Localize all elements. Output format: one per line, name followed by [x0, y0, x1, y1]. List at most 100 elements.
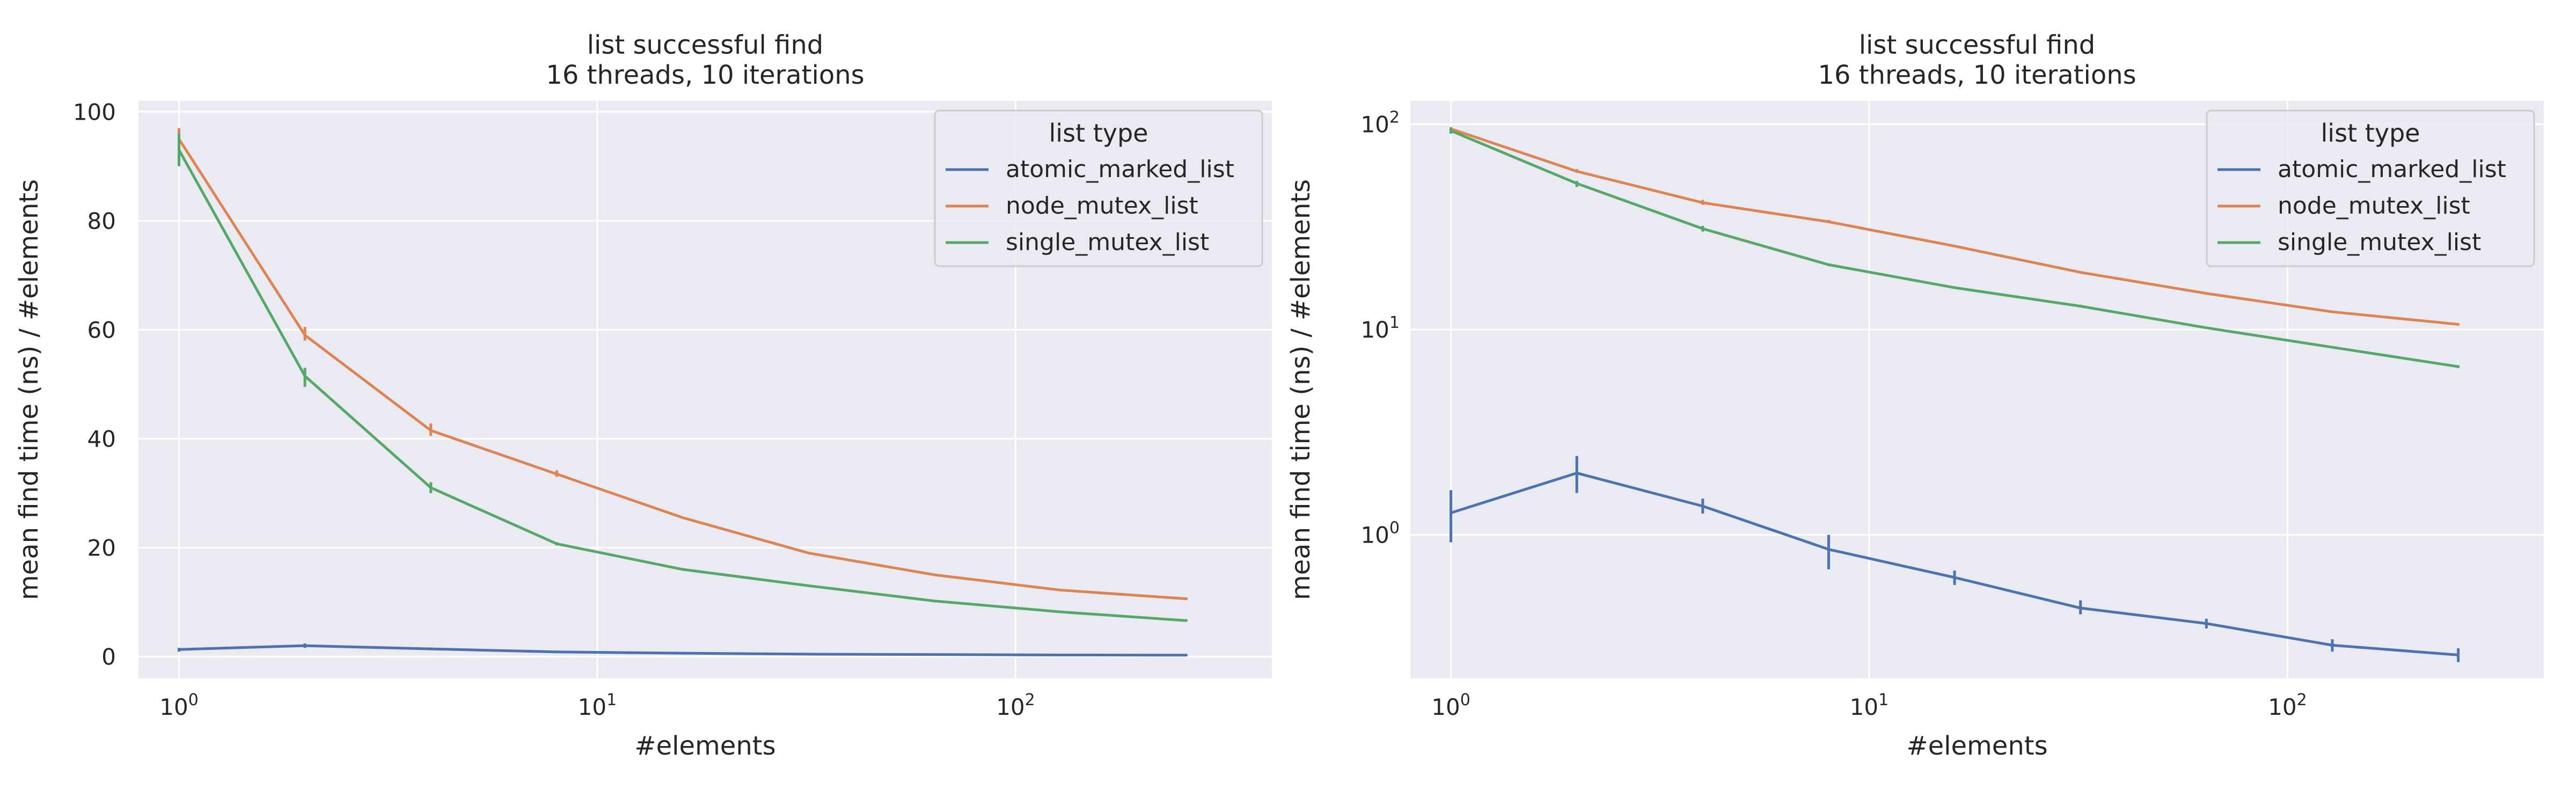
data-point — [1575, 471, 1578, 474]
data-point — [2331, 310, 2334, 313]
data-point — [1059, 589, 1062, 592]
y-tick-label-base: 10 — [1360, 317, 1389, 343]
y-tick-label-base: 10 — [1360, 522, 1389, 548]
data-point — [1953, 576, 1956, 579]
series-atomic_marked_list — [178, 643, 1188, 657]
y-tick-label: 100 — [1360, 519, 1400, 548]
data-point — [303, 375, 306, 378]
x-tick-label-exponent: 0 — [1460, 691, 1470, 709]
chart-subtitle: 16 threads, 10 iterations — [546, 60, 864, 90]
y-tick-label: 40 — [87, 426, 116, 452]
x-tick-label: 102 — [2268, 691, 2307, 720]
y-tick-label-exponent: 1 — [1389, 313, 1400, 332]
y-tick-label-base: 10 — [1360, 112, 1389, 138]
data-point — [933, 599, 936, 603]
series-atomic_marked_list — [1450, 456, 2460, 662]
y-axis-label: mean find time (ns) / #elements — [14, 179, 44, 600]
chart-title: list successful find — [1859, 30, 2096, 60]
data-point — [1827, 220, 1830, 223]
data-point — [2205, 326, 2208, 330]
y-tick-label: 102 — [1360, 108, 1400, 138]
data-point — [555, 542, 558, 545]
legend: list type atomic_marked_list node_mutex_li… — [2206, 109, 2535, 267]
x-tick-label: 101 — [1850, 691, 1889, 720]
data-point — [1701, 201, 1704, 204]
series-node_mutex_list — [1450, 127, 2460, 326]
x-tick-label-exponent: 1 — [1878, 691, 1889, 709]
data-point — [807, 653, 810, 656]
legend-label-node_mutex_list: node_mutex_list — [2278, 192, 2470, 219]
x-tick-label-base: 10 — [578, 694, 606, 720]
legend: list type atomic_marked_list node_mutex_li… — [934, 109, 1263, 267]
data-point — [2457, 365, 2460, 368]
data-point — [1575, 170, 1578, 173]
y-tick-label: 80 — [87, 208, 116, 234]
data-point — [1059, 653, 1062, 656]
data-point — [933, 573, 936, 576]
data-point — [178, 148, 181, 151]
data-point — [429, 647, 433, 650]
series-single_mutex_list — [1450, 128, 2460, 368]
data-point — [1953, 245, 1956, 248]
data-point — [2079, 305, 2082, 308]
data-point — [303, 333, 306, 336]
data-point — [1059, 610, 1062, 613]
data-point — [1185, 654, 1188, 657]
y-tick-label-exponent: 0 — [1389, 519, 1400, 538]
x-tick-label-base: 10 — [996, 694, 1024, 720]
x-tick-label-exponent: 2 — [1025, 691, 1035, 709]
x-tick-label: 100 — [1431, 691, 1470, 720]
x-tick-label-exponent: 0 — [188, 691, 199, 709]
series-node_mutex_list — [178, 128, 1188, 601]
x-tick-label: 102 — [996, 691, 1035, 720]
x-tick-label-base: 10 — [159, 694, 188, 720]
data-point — [178, 648, 181, 651]
legend-label-atomic_marked_list: atomic_marked_list — [1006, 156, 1234, 183]
data-point — [807, 584, 810, 587]
data-point — [2205, 622, 2208, 625]
data-point — [429, 486, 433, 489]
data-point — [2079, 270, 2082, 274]
data-point — [1701, 227, 1704, 230]
x-axis-label: #elements — [1906, 731, 2047, 761]
data-point — [1185, 597, 1188, 601]
legend-label-single_mutex_list: single_mutex_list — [2278, 229, 2481, 256]
legend-title: list type — [2321, 119, 2420, 148]
legend-title: list type — [1049, 119, 1148, 148]
data-point — [807, 552, 810, 555]
data-point — [1450, 129, 1453, 133]
x-tick-label-exponent: 1 — [606, 691, 617, 709]
y-axis-label: mean find time (ns) / #elements — [1286, 179, 1316, 600]
x-axis-label: #elements — [634, 731, 775, 761]
data-point — [303, 644, 306, 647]
data-point — [1185, 619, 1188, 622]
data-point — [429, 429, 433, 432]
y-tick-label: 60 — [87, 317, 116, 343]
legend-box — [934, 109, 1263, 267]
data-point — [1450, 511, 1453, 515]
x-tick-label-exponent: 2 — [2297, 691, 2307, 709]
data-point — [681, 568, 684, 571]
x-tick-label: 100 — [159, 691, 199, 720]
data-point — [555, 472, 558, 475]
data-point — [2205, 292, 2208, 295]
legend-label-node_mutex_list: node_mutex_list — [1006, 192, 1198, 219]
x-tick-label-base: 10 — [2268, 694, 2296, 720]
legend-label-atomic_marked_list: atomic_marked_list — [2278, 156, 2506, 183]
x-tick-label: 101 — [578, 691, 617, 720]
data-point — [1701, 504, 1704, 508]
y-tick-label: 0 — [101, 643, 116, 670]
y-tick-label: 20 — [87, 535, 116, 561]
data-point — [1953, 286, 1956, 289]
legend-box — [2206, 109, 2535, 267]
data-point — [681, 652, 684, 655]
data-point — [2331, 346, 2334, 349]
series-single_mutex_list — [178, 133, 1188, 622]
y-tick-label: 101 — [1360, 313, 1400, 343]
y-tick-label: 100 — [73, 99, 116, 125]
data-point — [1827, 548, 1830, 551]
data-point — [1827, 263, 1830, 266]
x-tick-label-base: 10 — [1850, 694, 1878, 720]
